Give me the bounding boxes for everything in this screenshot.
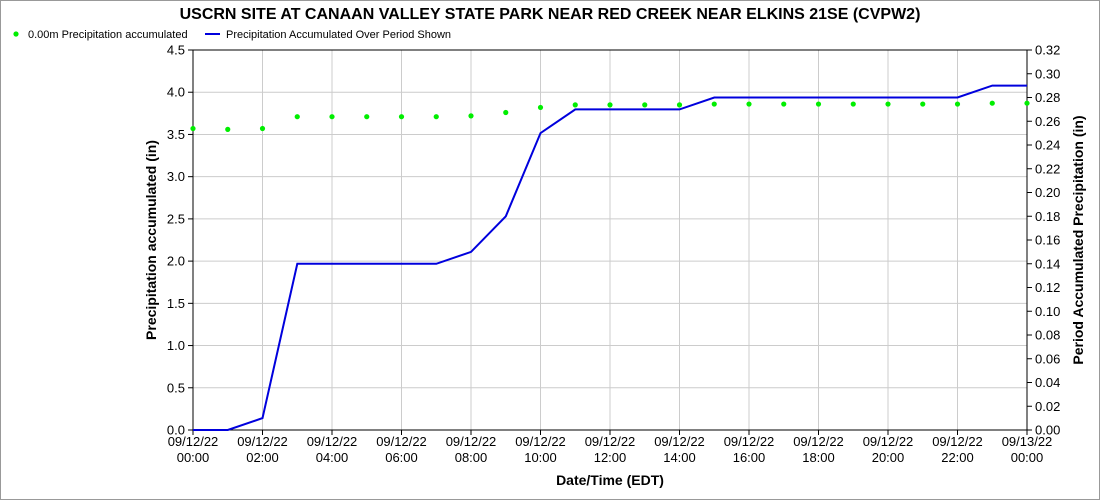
y-left-tick-label: 0.5: [167, 380, 185, 395]
y-left-tick-label: 2.0: [167, 254, 185, 269]
x-tick-date-label: 09/12/22: [515, 434, 566, 449]
data-point: [294, 114, 300, 120]
y-right-tick-label: 0.16: [1035, 233, 1060, 248]
data-point: [850, 101, 856, 107]
x-axis: 09/12/2200:0009/12/2202:0009/12/2204:000…: [168, 430, 1053, 465]
y-axis-left-label: Precipitation accumulated (in): [143, 140, 159, 340]
x-tick-time-label: 02:00: [246, 450, 279, 465]
data-point: [746, 101, 752, 107]
x-tick-time-label: 22:00: [941, 450, 974, 465]
data-point: [781, 101, 787, 107]
y-left-tick-label: 2.5: [167, 211, 185, 226]
y-right-tick-label: 0.24: [1035, 138, 1060, 153]
x-tick-time-label: 00:00: [1011, 450, 1044, 465]
data-point: [607, 102, 613, 108]
legend-label-points: 0.00m Precipitation accumulated: [28, 29, 188, 41]
data-point: [468, 113, 474, 119]
y-left-tick-label: 4.0: [167, 85, 185, 100]
data-point: [364, 114, 370, 120]
x-tick-date-label: 09/13/22: [1002, 434, 1053, 449]
y-left-tick-label: 4.5: [167, 43, 185, 58]
x-tick-date-label: 09/12/22: [793, 434, 844, 449]
grid: [192, 49, 1028, 431]
x-tick-date-label: 09/12/22: [585, 434, 636, 449]
legend-label-line: Precipitation Accumulated Over Period Sh…: [226, 29, 451, 41]
x-tick-date-label: 09/12/22: [307, 434, 358, 449]
y-right-tick-label: 0.26: [1035, 114, 1060, 129]
x-tick-date-label: 09/12/22: [932, 434, 983, 449]
x-tick-time-label: 16:00: [733, 450, 766, 465]
x-tick-time-label: 18:00: [802, 450, 835, 465]
x-tick-date-label: 09/12/22: [446, 434, 497, 449]
y-right-tick-label: 0.28: [1035, 90, 1060, 105]
data-point: [433, 114, 439, 120]
x-tick-date-label: 09/12/22: [724, 434, 775, 449]
data-point: [954, 101, 961, 107]
y-left-tick-label: 3.5: [167, 127, 185, 142]
data-point: [815, 101, 822, 107]
x-tick-date-label: 09/12/22: [863, 434, 914, 449]
x-tick-time-label: 04:00: [316, 450, 349, 465]
data-point: [572, 102, 578, 108]
x-tick-date-label: 09/12/22: [168, 434, 219, 449]
y-axis-right: 0.00 0.02 0.04 0.06 0.08 0.10 0.12 0.14 0.16 0.18…: [1027, 43, 1060, 438]
data-point: [259, 125, 266, 132]
data-point: [711, 101, 717, 107]
data-point: [642, 102, 648, 108]
x-tick-date-label: 09/12/22: [237, 434, 288, 449]
data-point: [329, 114, 335, 120]
y-right-tick-label: 0.02: [1035, 399, 1060, 414]
y-right-tick-label: 0.30: [1035, 66, 1060, 81]
data-point: [503, 109, 509, 116]
x-tick-time-label: 10:00: [524, 450, 557, 465]
x-tick-date-label: 09/12/22: [376, 434, 427, 449]
y-right-tick-label: 0.32: [1035, 43, 1060, 58]
series-points-accumulated: [190, 100, 1030, 132]
y-right-tick-label: 0.12: [1035, 280, 1060, 295]
x-axis-label: Date/Time (EDT): [556, 472, 664, 488]
y-left-tick-label: 1.5: [167, 296, 185, 311]
y-right-tick-label: 0.04: [1035, 375, 1060, 390]
y-right-tick-label: 0.08: [1035, 328, 1060, 343]
x-tick-date-label: 09/12/22: [654, 434, 705, 449]
y-right-tick-label: 0.10: [1035, 304, 1060, 319]
y-left-tick-label: 0.0: [167, 423, 185, 438]
x-tick-time-label: 06:00: [385, 450, 418, 465]
data-point: [190, 125, 196, 132]
y-left-tick-label: 3.0: [167, 169, 185, 184]
data-point: [676, 102, 683, 108]
x-tick-time-label: 20:00: [872, 450, 905, 465]
x-tick-time-label: 14:00: [663, 450, 696, 465]
y-right-tick-label: 0.18: [1035, 209, 1060, 224]
legend-marker-points: [13, 31, 19, 37]
chart-title: USCRN SITE AT CANAAN VALLEY STATE PARK N…: [180, 6, 921, 23]
data-point: [989, 100, 995, 106]
data-point: [885, 101, 891, 107]
data-point: [537, 104, 544, 111]
data-point: [398, 114, 405, 120]
y-right-tick-label: 0.20: [1035, 185, 1060, 200]
y-left-tick-label: 1.0: [167, 338, 185, 353]
y-right-tick-label: 0.22: [1035, 161, 1060, 176]
y-right-tick-label: 0.00: [1035, 423, 1060, 438]
x-tick-time-label: 12:00: [594, 450, 627, 465]
x-tick-time-label: 00:00: [177, 450, 210, 465]
y-right-tick-label: 0.06: [1035, 351, 1060, 366]
y-axis-left: 0.0 0.5 1.0 1.5 2.0 2.5 3.0 3.5 4.0 4.5: [167, 43, 193, 438]
x-tick-time-label: 08:00: [455, 450, 488, 465]
series-line-period-accumulated: [193, 84, 1027, 431]
data-point: [225, 126, 231, 132]
y-right-tick-label: 0.14: [1035, 256, 1060, 271]
legend: 0.00m Precipitation accumulated Precipit…: [13, 29, 451, 41]
y-axis-right-label: Period Accumulated Precipitation (in): [1070, 115, 1086, 364]
data-point: [1024, 100, 1030, 106]
data-point: [920, 101, 926, 107]
